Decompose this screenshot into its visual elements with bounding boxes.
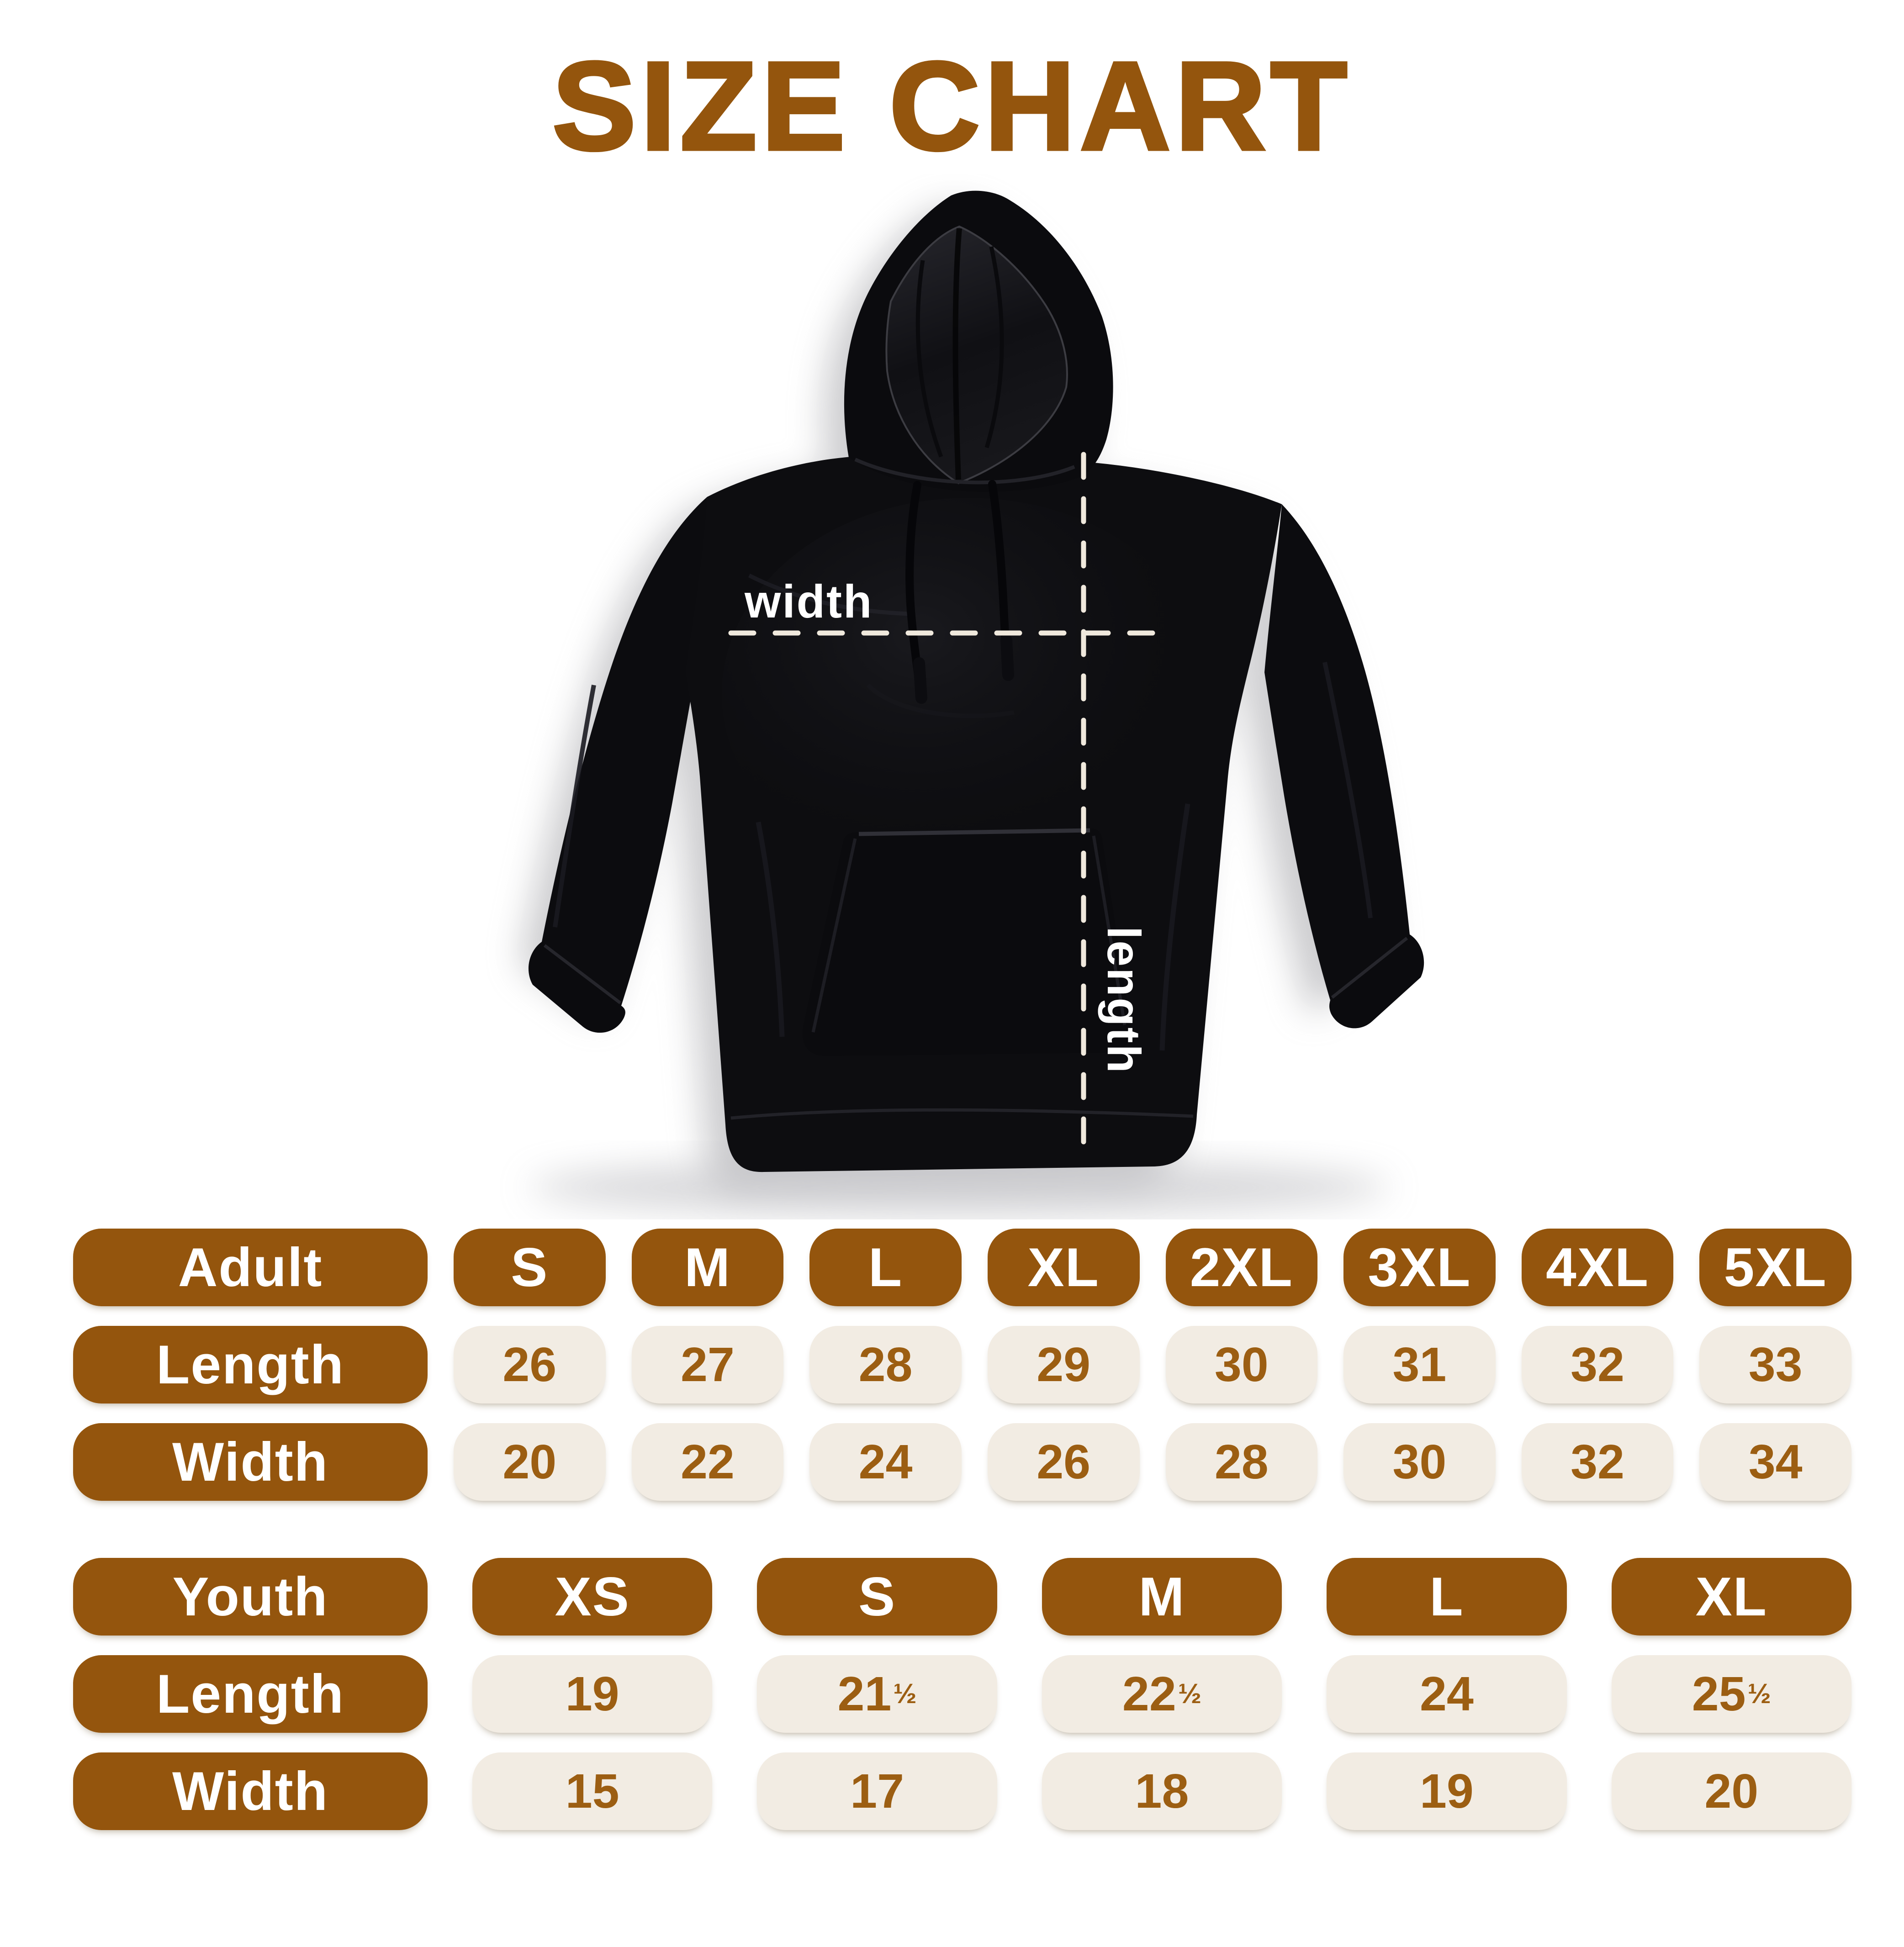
- adult-size-table: Adult S M L XL 2XL 3XL 4XL 5XL Length 26…: [0, 1229, 1904, 1501]
- body-panel: [685, 456, 1282, 1172]
- value-cell: 26: [987, 1423, 1140, 1501]
- row-label: Length: [73, 1655, 428, 1733]
- size-pill: 4XL: [1521, 1229, 1674, 1306]
- size-pill: 2XL: [1165, 1229, 1318, 1306]
- value-cell: 22 ½: [1042, 1655, 1282, 1733]
- size-pill: S: [757, 1558, 997, 1636]
- row-label: Width: [73, 1752, 428, 1830]
- kangaroo-pocket: [802, 828, 1131, 1056]
- value-cell: 24: [1327, 1655, 1567, 1733]
- youth-table-title: Youth: [73, 1558, 428, 1636]
- row-label: Length: [73, 1326, 428, 1404]
- drawstring-right: [988, 480, 1014, 681]
- value-cell: 27: [631, 1326, 784, 1404]
- value-cell: 32: [1521, 1423, 1674, 1501]
- size-pill: L: [809, 1229, 962, 1306]
- value-cell: 15: [472, 1752, 713, 1830]
- value-cell: 20: [454, 1423, 606, 1501]
- hood-lining: [885, 225, 1068, 485]
- half-fraction: ½: [893, 1678, 917, 1710]
- value-cell: 20: [1611, 1752, 1851, 1830]
- drawstring-left: [905, 481, 927, 704]
- page-title: SIZE CHART: [551, 36, 1352, 176]
- size-pill: M: [631, 1229, 784, 1306]
- value-cell: 34: [1699, 1423, 1851, 1501]
- size-chart-page: SIZE CHART: [0, 36, 1904, 1830]
- row-label: Width: [73, 1423, 428, 1501]
- value-cell: 30: [1165, 1326, 1318, 1404]
- contact-shadow: [530, 1158, 1389, 1217]
- half-fraction: ½: [1178, 1678, 1202, 1710]
- value-cell: 25 ½: [1611, 1655, 1851, 1733]
- size-tables: Adult S M L XL 2XL 3XL 4XL 5XL Length 26…: [0, 1229, 1904, 1830]
- size-pill: L: [1327, 1558, 1567, 1636]
- right-sleeve: [1264, 504, 1424, 1029]
- size-pill: XS: [472, 1558, 713, 1636]
- half-fraction: ½: [1747, 1678, 1771, 1710]
- value-cell: 30: [1343, 1423, 1496, 1501]
- width-label: width: [744, 575, 873, 628]
- value-cell: 17: [757, 1752, 997, 1830]
- size-pill: 3XL: [1343, 1229, 1496, 1306]
- size-pill: XL: [1611, 1558, 1851, 1636]
- hood: [844, 190, 1113, 492]
- value-cell: 28: [809, 1326, 962, 1404]
- adult-table-title: Adult: [73, 1229, 428, 1306]
- value-cell: 32: [1521, 1326, 1674, 1404]
- value-cell: 26: [454, 1326, 606, 1404]
- value-cell: 18: [1042, 1752, 1282, 1830]
- value-cell: 31: [1343, 1326, 1496, 1404]
- size-pill: 5XL: [1699, 1229, 1851, 1306]
- youth-size-table: Youth XS S M L XL Length 19 21 ½ 22 ½ 24 2…: [0, 1558, 1904, 1830]
- size-pill: S: [454, 1229, 606, 1306]
- value-cell: 21 ½: [757, 1655, 997, 1733]
- value-cell: 33: [1699, 1326, 1851, 1404]
- value-cell: 28: [1165, 1423, 1318, 1501]
- value-cell: 19: [472, 1655, 713, 1733]
- hoodie-illustration: width length: [521, 190, 1424, 1217]
- value-cell: 24: [809, 1423, 962, 1501]
- value-cell: 22: [631, 1423, 784, 1501]
- value-cell: 29: [987, 1326, 1140, 1404]
- value-cell: 19: [1327, 1752, 1567, 1830]
- size-pill: XL: [987, 1229, 1140, 1306]
- left-sleeve: [528, 497, 707, 1033]
- length-label: length: [1098, 926, 1150, 1074]
- size-pill: M: [1042, 1558, 1282, 1636]
- hoodie-measurement-diagram: width length: [0, 174, 1904, 1219]
